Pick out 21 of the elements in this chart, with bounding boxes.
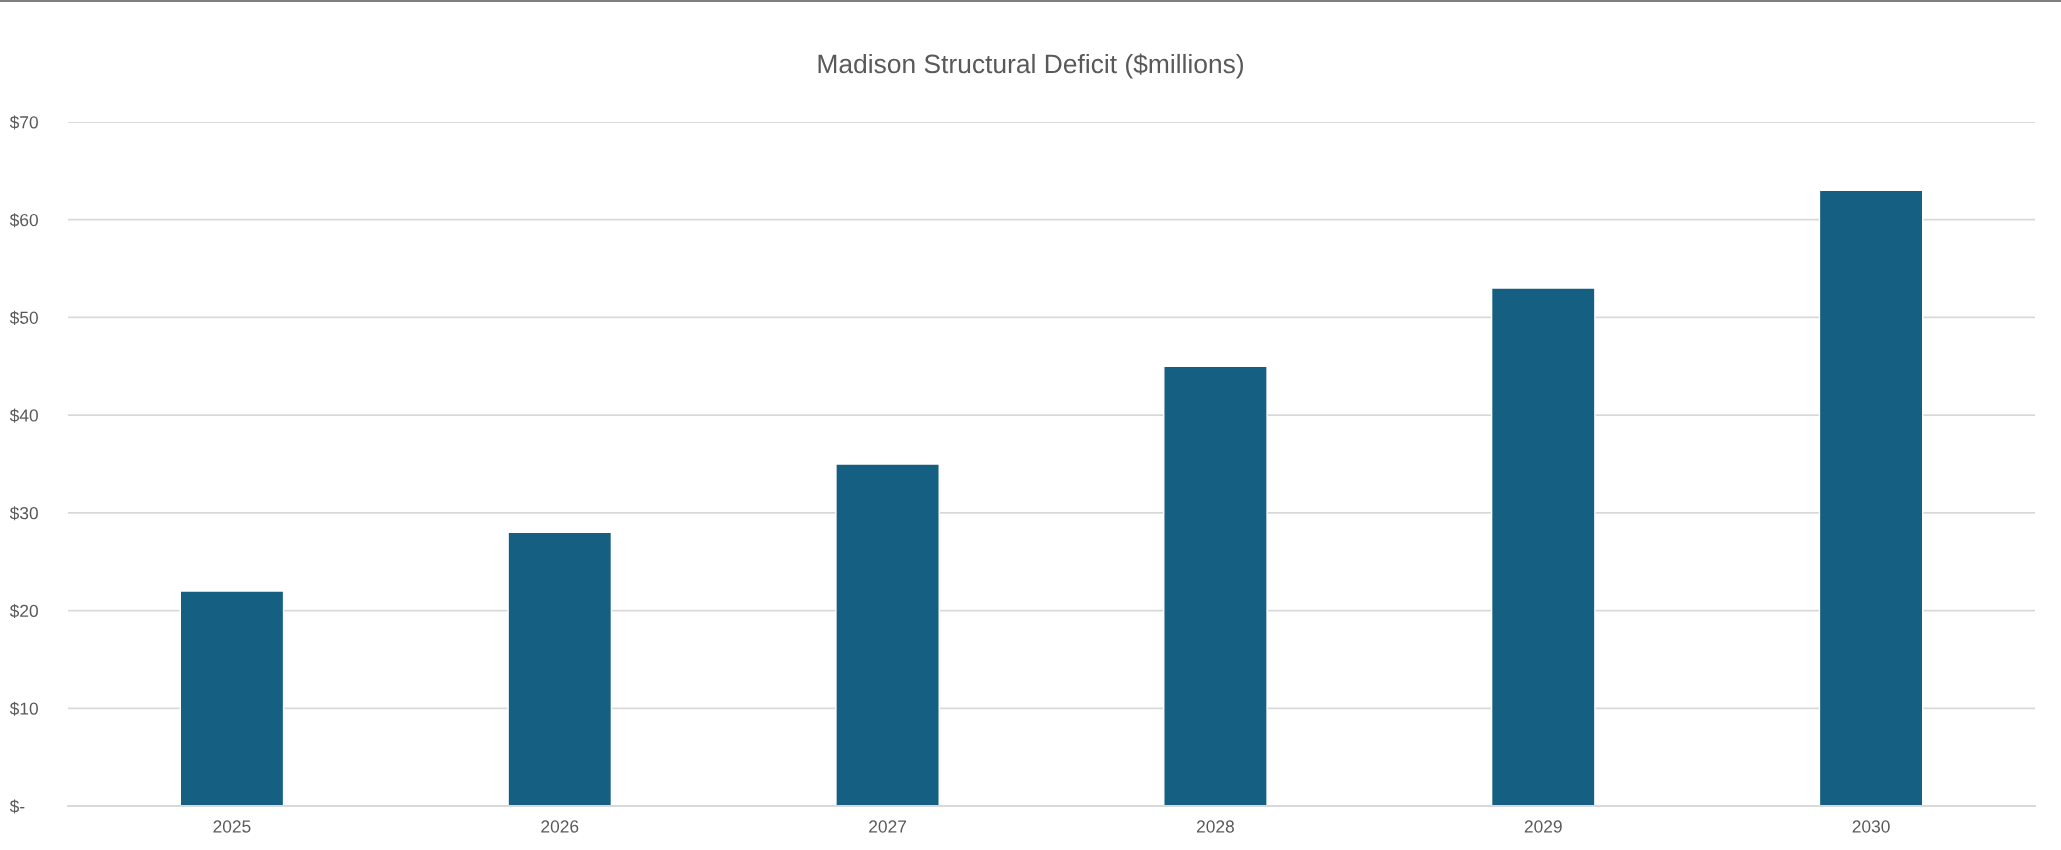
y-tick-label: $20 — [9, 604, 38, 619]
bar — [835, 463, 940, 806]
bar — [179, 590, 285, 806]
bar — [1818, 189, 1924, 806]
y-tick-label: $10 — [9, 701, 38, 716]
x-tick-label: 2028 — [1196, 820, 1234, 833]
chart-title: Madison Structural Deficit ($millions) — [818, 53, 1243, 79]
x-tick-label: 2026 — [541, 820, 579, 833]
bar — [1490, 287, 1596, 806]
y-tick-label: $50 — [9, 310, 38, 325]
x-tick-label: 2029 — [1524, 820, 1562, 833]
y-tick-label: $60 — [9, 213, 38, 228]
y-tick-label: $- — [9, 799, 25, 814]
x-tick-label: 2025 — [213, 820, 251, 833]
x-tick-label: 2030 — [1852, 820, 1890, 833]
bar — [507, 531, 613, 806]
bar — [1163, 365, 1268, 806]
y-tick-label: $70 — [9, 115, 38, 130]
y-tick-label: $30 — [9, 506, 38, 521]
x-tick-label: 2027 — [869, 820, 907, 833]
y-tick-label: $40 — [9, 408, 38, 423]
